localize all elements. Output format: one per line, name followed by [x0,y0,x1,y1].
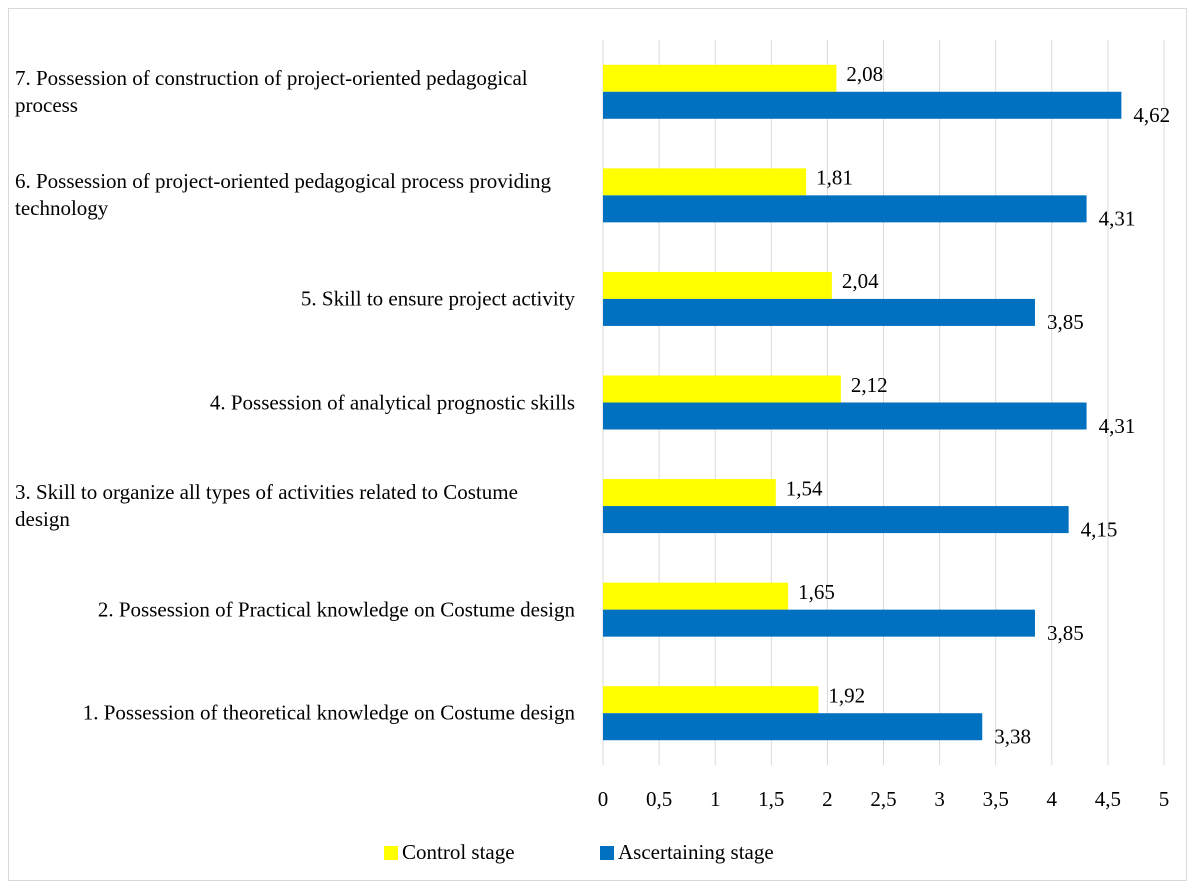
bar [603,375,841,403]
category-label: 2. Possession of Practical knowledge on … [97,597,575,622]
bar [603,271,832,299]
chart-border [8,8,1187,881]
x-tick-label: 1,5 [758,787,784,811]
category-label: 1. Possession of theoretical knowledge o… [82,700,575,725]
x-tick-label: 3,5 [983,787,1009,811]
bar [603,582,789,610]
bar [603,402,1087,430]
value-label: 1,65 [798,580,835,604]
category-label: 6. Possession of project-oriented pedago… [15,169,551,221]
bar [603,713,983,741]
bar [603,195,1087,223]
legend-label: Control stage [402,840,515,864]
value-label: 2,08 [846,62,883,86]
bar [603,168,807,196]
bar [603,479,776,507]
bar [603,506,1069,534]
bar [603,298,1035,326]
category-label: 4. Possession of analytical prognostic s… [209,390,575,414]
x-tick-label: 4,5 [1095,787,1121,811]
category-label: 7. Possession of construction of project… [15,65,528,117]
value-label: 4,31 [1099,414,1136,438]
value-label: 3,38 [994,725,1031,749]
x-tick-label: 0 [598,787,609,811]
x-tick-label: 2,5 [870,787,896,811]
bar [603,609,1035,637]
x-tick-label: 1 [710,787,721,811]
value-label: 1,54 [786,476,823,500]
x-tick-label: 4 [1047,787,1058,811]
bar [603,91,1122,119]
x-tick-label: 2 [822,787,833,811]
x-tick-label: 0,5 [646,787,672,811]
legend-swatch [600,846,614,860]
x-tick-label: 3 [934,787,945,811]
x-tick-label: 5 [1159,787,1170,811]
value-label: 1,92 [828,684,865,708]
value-label: 2,04 [842,269,879,293]
value-label: 3,85 [1047,310,1084,334]
category-label: 3. Skill to organize all types of activi… [15,480,518,532]
legend-swatch [384,846,398,860]
value-label: 4,62 [1133,103,1170,127]
bar [603,686,819,714]
value-label: 2,12 [851,373,888,397]
legend-label: Ascertaining stage [618,840,774,864]
value-label: 3,85 [1047,621,1084,645]
value-label: 1,81 [816,166,853,190]
value-label: 4,15 [1081,517,1118,541]
bar [603,64,837,92]
value-label: 4,31 [1099,207,1136,231]
category-label: 5. Skill to ensure project activity [300,286,575,311]
